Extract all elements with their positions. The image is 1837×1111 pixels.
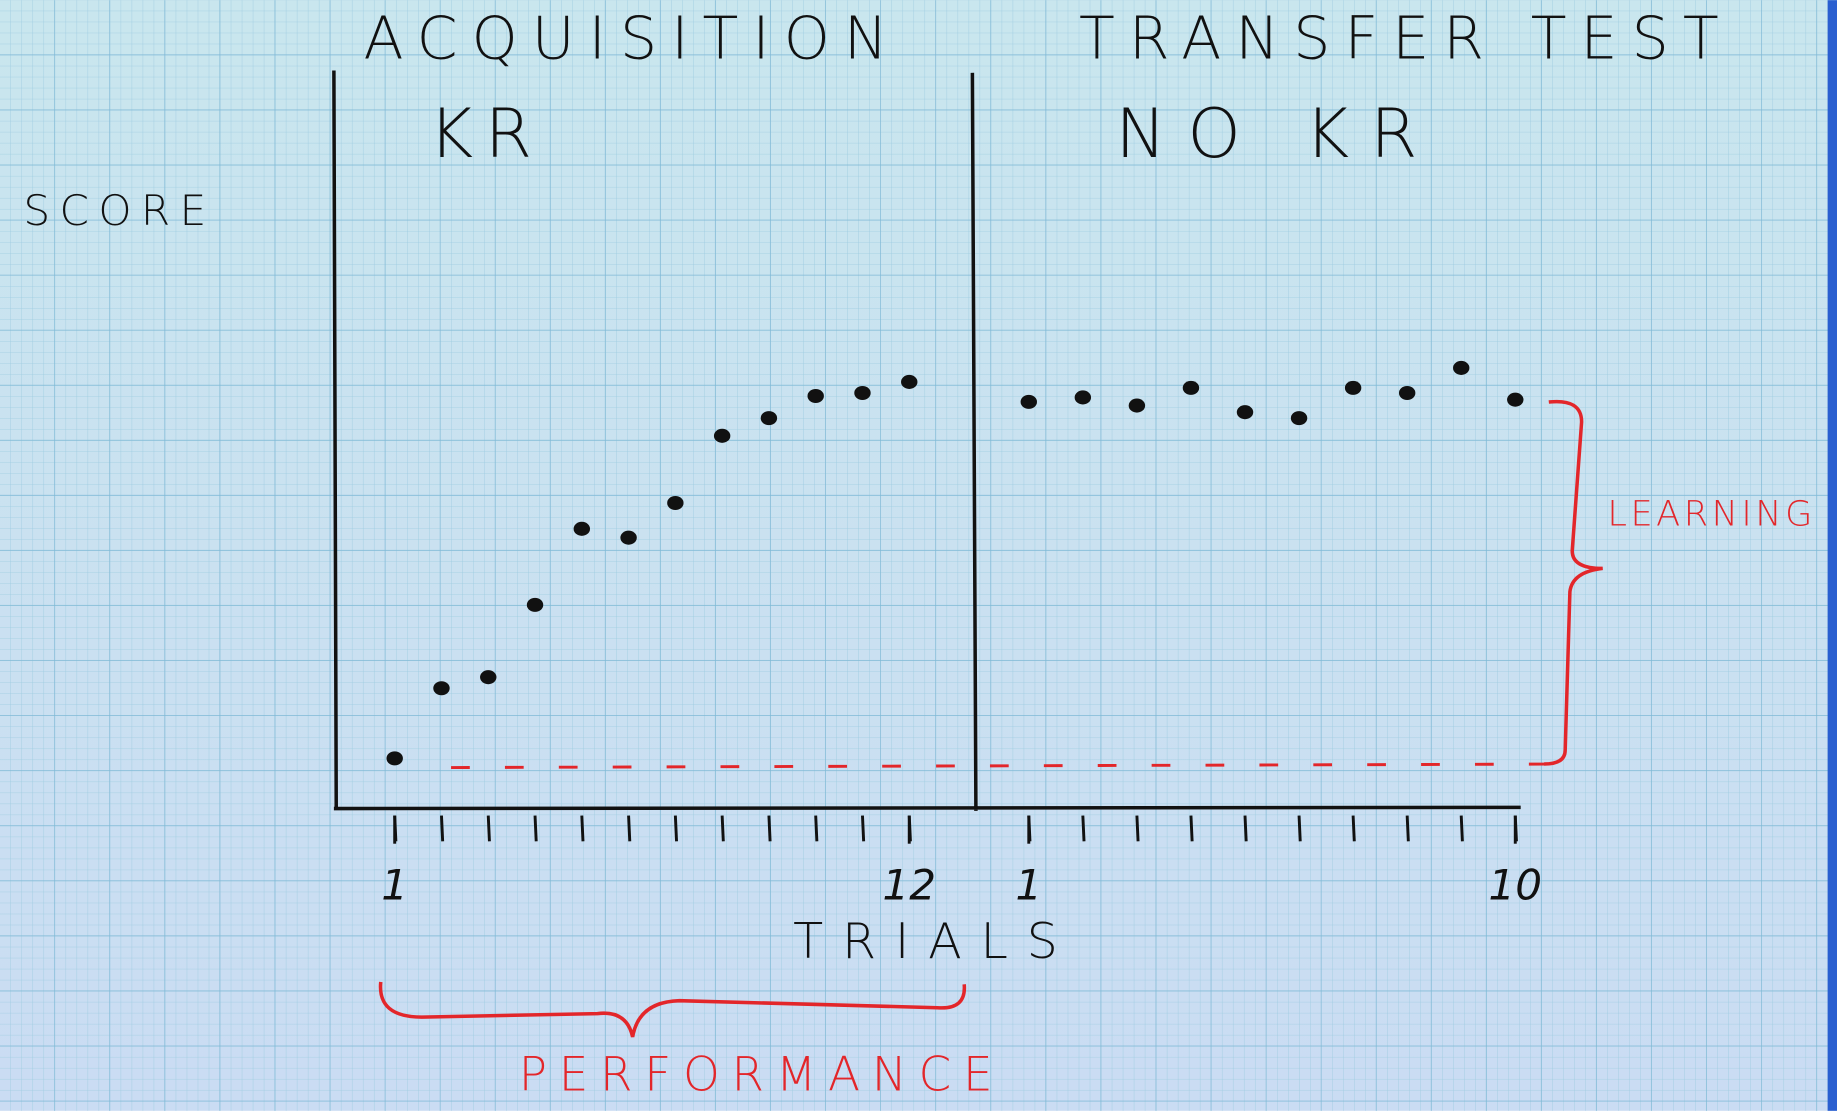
data-point [807, 388, 824, 403]
data-point [901, 374, 918, 389]
data-point [433, 681, 450, 696]
learning-brace [1544, 399, 1603, 766]
panel-title: TRANSFER TEST [1079, 4, 1733, 72]
performance-brace [378, 981, 967, 1038]
minor-tick [1297, 815, 1302, 842]
minor-tick [1243, 815, 1248, 842]
annotation: LEARNING [1607, 494, 1815, 535]
minor-tick [1189, 815, 1194, 842]
minor-tick [486, 815, 491, 842]
panel-subtitle: KR [429, 95, 544, 174]
data-point [1236, 405, 1254, 420]
data-point [573, 521, 591, 536]
x-tick-label: 1 [1015, 861, 1042, 910]
data-point [854, 385, 871, 401]
minor-tick [533, 815, 538, 842]
baseline-dash [451, 762, 1565, 770]
minor-tick [673, 815, 678, 842]
data-point [480, 670, 497, 685]
panel-subtitle: NO KR [1115, 95, 1438, 174]
minor-tick [1135, 815, 1140, 842]
minor-tick [1405, 815, 1410, 842]
x-tick-label: 12 [882, 861, 936, 910]
data-point [1074, 390, 1092, 405]
data-point [620, 530, 637, 545]
data-point [386, 751, 403, 766]
data-point [526, 597, 544, 612]
panel-title: ACQUISITION [364, 4, 902, 72]
x-axis-label: TRIALS [793, 912, 1076, 970]
annotation: PERFORMANCE [519, 1049, 1005, 1103]
axis-line [332, 70, 1521, 811]
x-tick-label: 1 [381, 861, 408, 910]
minor-tick [861, 815, 866, 842]
minor-tick [1459, 815, 1464, 842]
data-point [667, 495, 684, 511]
data-point [1020, 394, 1037, 409]
data-point [1128, 398, 1146, 413]
data-point [1344, 380, 1362, 395]
minor-tick [1351, 815, 1356, 842]
screen-edge [1827, 0, 1837, 1111]
minor-tick [440, 815, 445, 842]
data-point [1182, 380, 1200, 395]
minor-tick [1081, 815, 1086, 842]
data-point [1290, 411, 1308, 426]
data-point [1453, 360, 1470, 375]
minor-tick [580, 815, 585, 842]
y-axis-label: SCORE [23, 186, 215, 235]
data-point [760, 411, 778, 426]
x-tick-label: 10 [1488, 861, 1542, 910]
minor-tick [814, 815, 819, 842]
minor-tick [767, 815, 772, 842]
data-point [1507, 392, 1524, 407]
data-point [713, 428, 731, 443]
minor-tick [720, 815, 725, 842]
data-point [1398, 385, 1416, 401]
minor-tick [627, 815, 632, 842]
